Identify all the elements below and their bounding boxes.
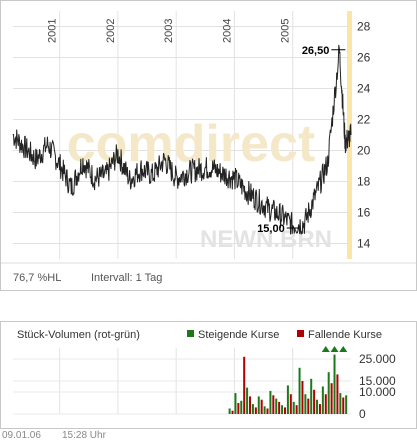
x-tick-label: 2005	[280, 19, 292, 43]
volume-title: Stück-Volumen (rot-grün)	[17, 329, 140, 341]
volume-bar	[324, 394, 327, 414]
volume-bar	[272, 395, 275, 414]
volume-bar	[249, 396, 252, 414]
volume-chart-panel: Stück-Volumen (rot-grün) Steigende Kurse…	[0, 321, 417, 429]
x-tick-label: 2003	[163, 19, 175, 43]
volume-bar	[292, 401, 295, 414]
footer-date: 09.01.06	[2, 430, 41, 441]
volume-bar	[336, 374, 339, 414]
footer-time: 15:28 Uhr	[62, 430, 106, 441]
volume-bar	[275, 398, 278, 414]
y-tick-label: 16	[357, 206, 371, 220]
volume-bar	[307, 398, 310, 414]
volume-bar	[286, 385, 289, 414]
volume-bar	[263, 406, 266, 414]
volume-bar	[243, 356, 246, 414]
volume-bar	[333, 354, 336, 414]
y-tick-label: 20	[357, 144, 371, 158]
volume-bar	[257, 396, 260, 414]
volume-bar	[254, 407, 257, 414]
volume-bar	[246, 387, 249, 414]
y-tick-label: 26	[357, 51, 371, 65]
x-axis-labels: 2001 2002 2003 2004 2005	[47, 19, 292, 43]
volume-bar	[281, 405, 284, 414]
volume-y-tick-label: 0	[359, 407, 366, 421]
volume-bar	[301, 381, 304, 414]
percent-hl-label: 76,7 %HL	[13, 272, 61, 284]
volume-bar	[318, 404, 321, 414]
volume-overflow-arrow	[330, 346, 339, 352]
volume-y-tick-label: 15.000	[359, 374, 396, 388]
volume-bar	[251, 404, 254, 414]
x-tick-label: 2002	[105, 19, 117, 43]
y-tick-label: 22	[357, 113, 371, 127]
volume-y-tick-label: 10.000	[359, 385, 396, 399]
y-tick-label: 18	[357, 175, 371, 189]
high-label: 26,50	[302, 45, 330, 57]
volume-bar	[266, 408, 269, 414]
volume-bar	[269, 390, 272, 414]
volume-bar	[228, 408, 231, 414]
volume-bar	[313, 389, 316, 414]
volume-legend: Steigende Kurse Fallende Kurse	[187, 329, 382, 341]
y-tick-label: 28	[357, 20, 371, 34]
volume-bar	[283, 407, 286, 414]
volume-bar	[342, 397, 345, 414]
volume-bar	[289, 394, 292, 414]
volume-bar	[237, 403, 240, 414]
volume-bar	[234, 393, 237, 414]
price-line	[12, 44, 352, 235]
volume-bars	[228, 346, 348, 414]
y-tick-label: 14	[357, 237, 371, 251]
legend-swatch	[187, 330, 194, 337]
x-tick-label: 2001	[47, 19, 59, 43]
price-chart-panel: comdirect NEWN.BRN 2001 2002 2003 2004 2005 …	[0, 0, 417, 291]
symbol-watermark: NEWN.BRN	[200, 226, 332, 253]
high-low-markers: 26,50 15,00	[257, 45, 346, 235]
volume-bar	[240, 400, 243, 414]
volume-bar	[316, 399, 319, 414]
volume-bar	[345, 395, 348, 414]
price-chart: comdirect NEWN.BRN 2001 2002 2003 2004 2005 …	[1, 11, 416, 284]
volume-overflow-arrow	[321, 346, 330, 352]
legend-label: Fallende Kurse	[308, 329, 382, 341]
volume-bar	[339, 393, 342, 414]
interval-label: Intervall: 1 Tag	[91, 272, 162, 284]
volume-bar	[231, 410, 234, 414]
volume-bar	[260, 399, 263, 414]
x-tick-label: 2004	[221, 19, 233, 43]
volume-y-tick-label: 25.000	[359, 352, 396, 366]
volume-overflow-arrow	[339, 346, 348, 352]
volume-bar	[278, 401, 281, 414]
volume-bar	[330, 383, 333, 414]
volume-bar	[310, 378, 313, 414]
volume-bar	[321, 386, 324, 414]
legend-swatch	[297, 330, 304, 337]
volume-chart: Stück-Volumen (rot-grün) Steigende Kurse…	[13, 329, 396, 421]
y-axis-labels: 14 16 18 20 22 24 26 28	[357, 20, 371, 251]
legend-label: Steigende Kurse	[198, 329, 279, 341]
volume-bar	[304, 394, 307, 414]
low-label: 15,00	[257, 223, 285, 235]
y-tick-label: 24	[357, 82, 371, 96]
volume-bar	[295, 405, 298, 414]
volume-bar	[327, 372, 330, 414]
volume-bar	[298, 367, 301, 414]
